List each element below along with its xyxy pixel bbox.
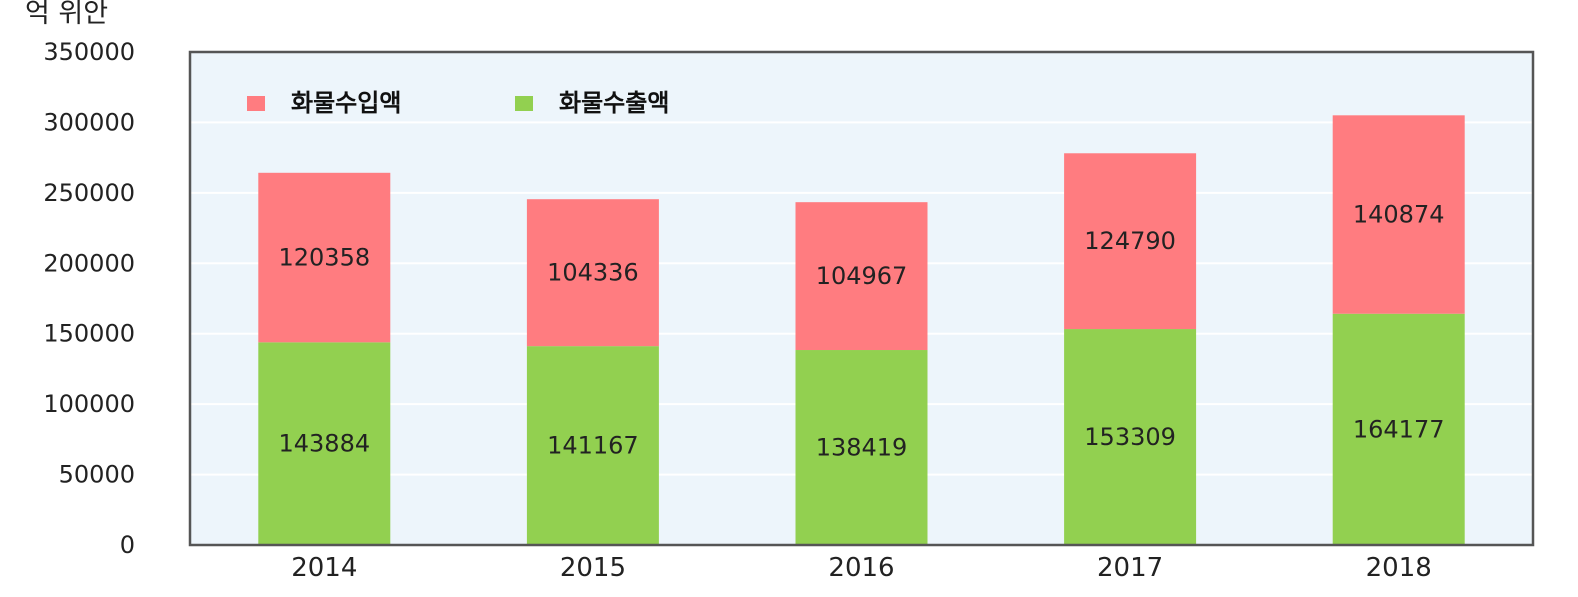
y-tick-label: 200000 <box>43 249 135 277</box>
data-label-import: 120358 <box>278 244 370 272</box>
y-tick-label: 100000 <box>43 390 135 418</box>
x-tick-label: 2018 <box>1366 553 1432 583</box>
data-label-export: 153309 <box>1084 423 1176 451</box>
data-label-import: 104967 <box>816 262 908 290</box>
data-label-import: 104336 <box>547 259 639 287</box>
y-unit-label: 억 위안 <box>25 0 108 29</box>
legend-swatch <box>247 96 265 111</box>
bar-export <box>1332 313 1465 545</box>
y-tick-label: 150000 <box>43 320 135 348</box>
bar-export <box>795 350 928 545</box>
y-tick-label: 350000 <box>43 38 135 66</box>
bar-import <box>1332 115 1465 314</box>
bar-export <box>526 346 659 545</box>
x-tick-label: 2015 <box>560 553 626 583</box>
bar-import <box>258 172 391 343</box>
bar-import <box>795 202 928 351</box>
data-label-export: 141167 <box>547 432 639 460</box>
x-tick-label: 2016 <box>828 553 894 583</box>
y-tick-label: 300000 <box>43 108 135 136</box>
y-tick-label: 250000 <box>43 179 135 207</box>
data-label-export: 138419 <box>816 434 908 462</box>
bar-import <box>526 199 659 347</box>
bar-import <box>1064 153 1197 330</box>
x-tick-label: 2017 <box>1097 553 1163 583</box>
data-label-export: 143884 <box>278 430 370 458</box>
legend-swatch <box>515 96 533 111</box>
data-label-import: 140874 <box>1353 201 1445 229</box>
data-label-export: 164177 <box>1353 415 1445 443</box>
y-tick-label: 0 <box>120 531 135 559</box>
plot-frame <box>188 50 1535 547</box>
legend-label: 화물수출액 <box>559 89 669 117</box>
legend-label: 화물수입액 <box>291 89 401 117</box>
data-label-import: 124790 <box>1084 227 1176 255</box>
y-tick-label: 50000 <box>59 461 135 489</box>
x-tick-label: 2014 <box>291 553 357 583</box>
bar-export <box>258 342 391 545</box>
bar-export <box>1064 329 1197 545</box>
plot-area: 0 50000 100000 150000 200000 250000 300000 3500… <box>43 38 1535 583</box>
